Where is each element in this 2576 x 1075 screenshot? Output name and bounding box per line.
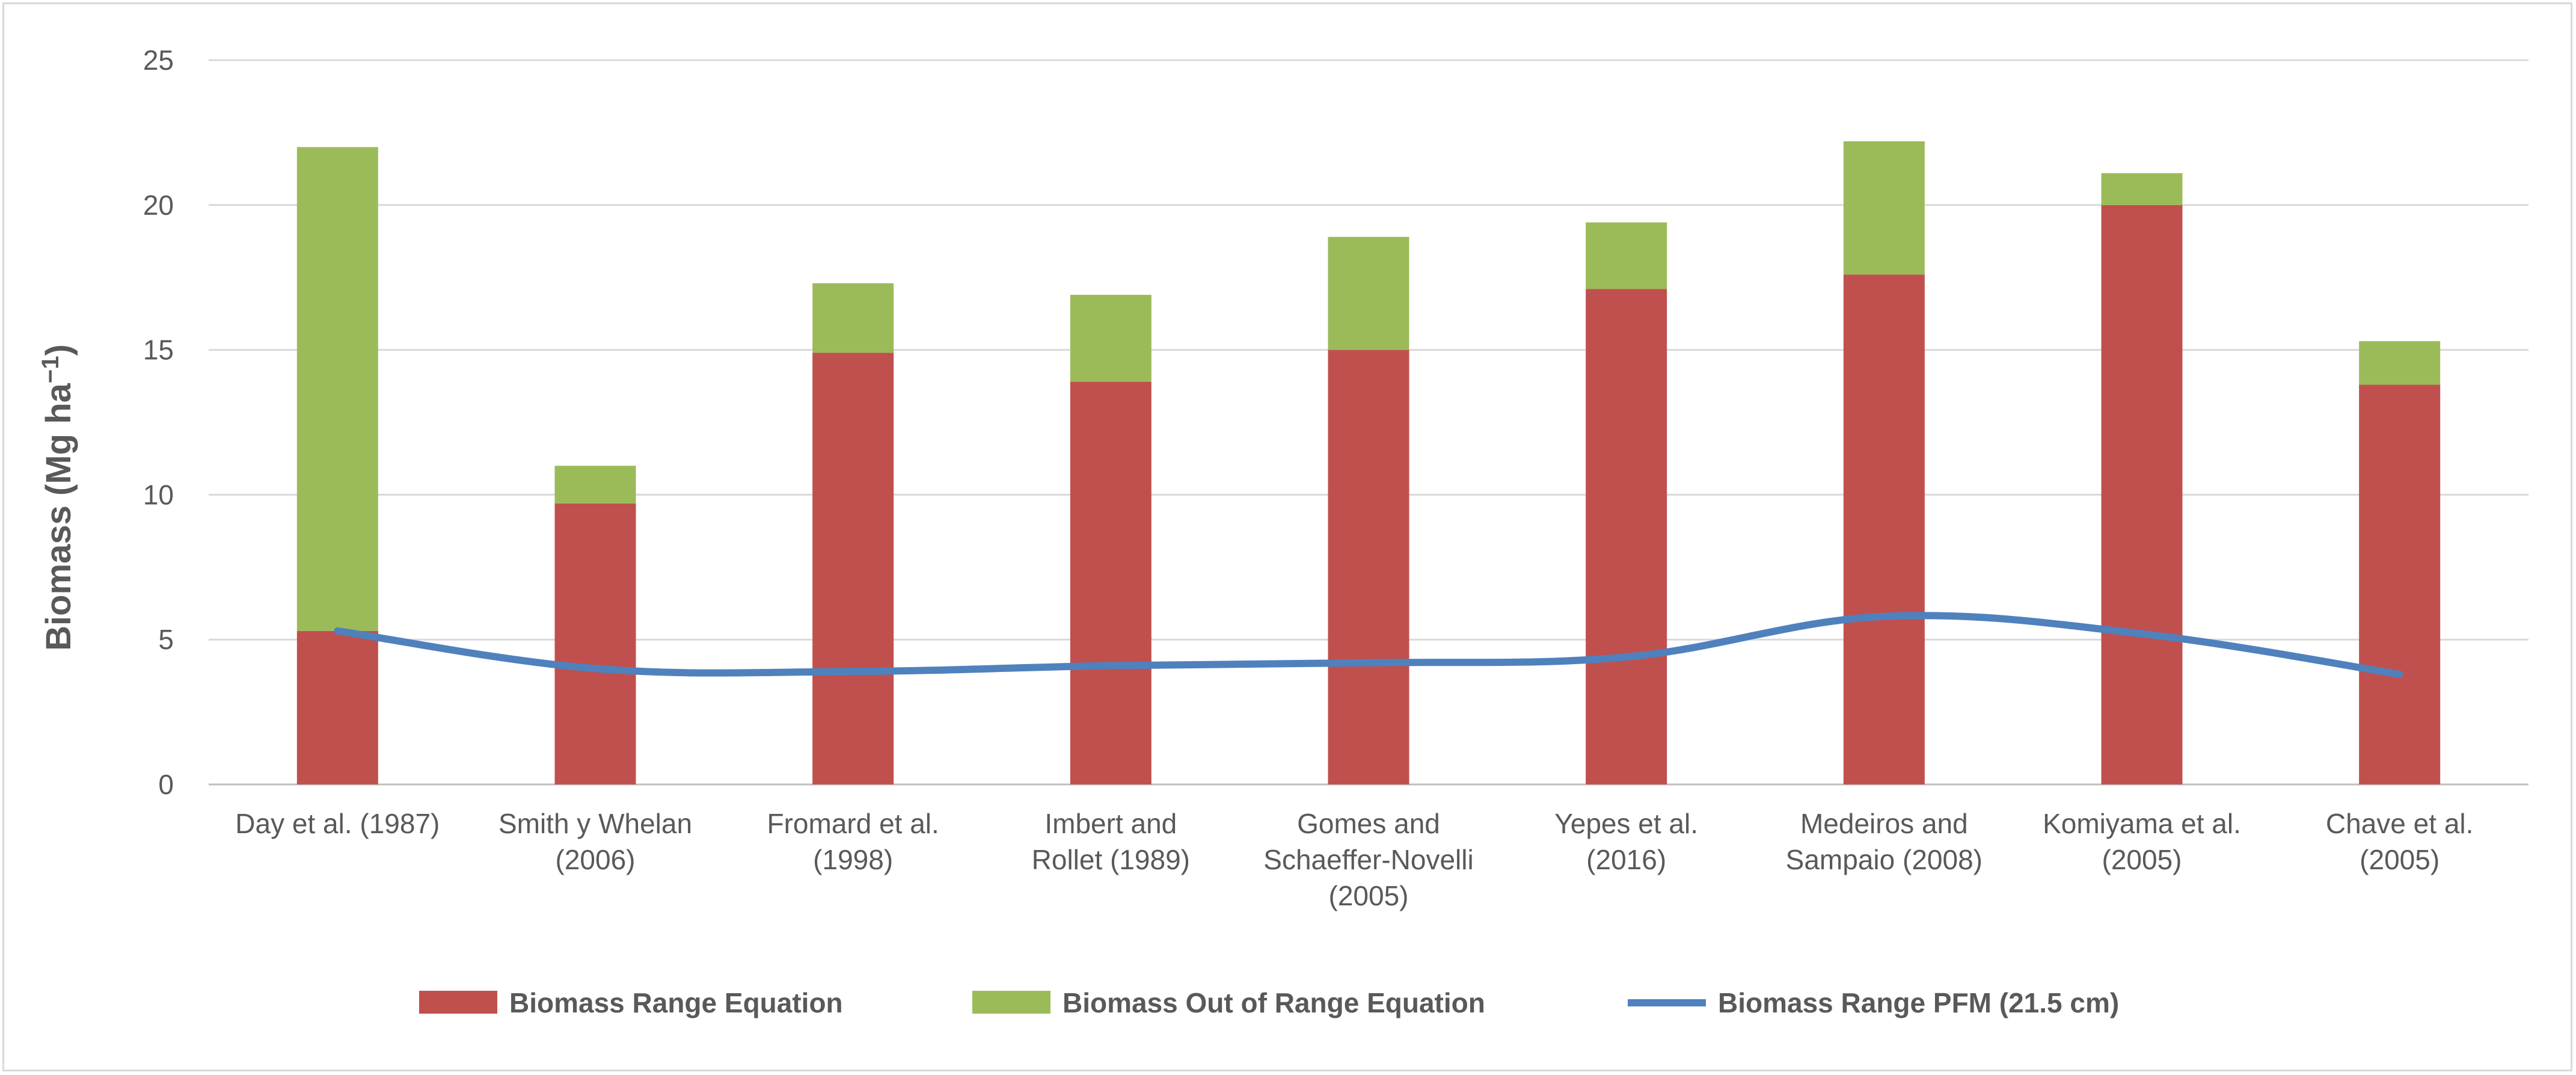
legend-label: Biomass Range Equation bbox=[509, 987, 843, 1018]
bar-out-of-range-equation bbox=[2359, 341, 2441, 385]
pfm-line-series bbox=[334, 612, 2403, 678]
bar-out-of-range-equation bbox=[1328, 236, 1409, 350]
y-tick-label: 25 bbox=[143, 45, 174, 76]
bar-out-of-range-equation bbox=[296, 147, 378, 631]
legend: Biomass Range Equation Biomass Out of Ran… bbox=[419, 987, 2119, 1018]
y-tick-label: 10 bbox=[143, 479, 174, 510]
bar-range-equation bbox=[1843, 274, 1925, 784]
x-category-label: Medeiros and Sampaio (2008) bbox=[1786, 808, 1983, 875]
bar-range-equation bbox=[296, 630, 378, 784]
y-tick-label: 15 bbox=[143, 334, 174, 366]
x-category-label: Komiyama et al. (2005) bbox=[2043, 808, 2241, 875]
y-tick-label: 0 bbox=[158, 769, 174, 800]
biomass-chart: 0 5 10 15 20 25 Day et al. (1987) Smith y Whel… bbox=[37, 45, 2528, 1018]
bar-out-of-range-equation bbox=[1586, 222, 1667, 289]
bar-out-of-range-equation bbox=[812, 283, 894, 353]
x-category-label: Yepes et al. (2016) bbox=[1554, 808, 1698, 875]
x-category-label: Chave et al. (2005) bbox=[2326, 808, 2473, 875]
bar-range-equation bbox=[812, 353, 894, 784]
bar-range-equation bbox=[1328, 350, 1409, 784]
y-tick-label: 5 bbox=[158, 624, 174, 655]
x-category-label: Smith y Whelan (2006) bbox=[498, 808, 692, 875]
y-axis-ticks: 0 5 10 15 20 25 bbox=[143, 45, 174, 800]
legend-label: Biomass Out of Range Equation bbox=[1063, 987, 1485, 1018]
legend-swatch bbox=[972, 991, 1050, 1014]
x-category-label: Gomes and Schaeffer-Novelli (2005) bbox=[1263, 808, 1473, 911]
bar-range-equation bbox=[2359, 384, 2441, 784]
y-tick-label: 20 bbox=[143, 189, 174, 221]
bar-out-of-range-equation bbox=[554, 466, 636, 504]
legend-swatch bbox=[419, 991, 497, 1014]
bar-out-of-range-equation bbox=[2101, 173, 2183, 205]
bar-out-of-range-equation bbox=[1843, 141, 1925, 275]
bar-range-equation bbox=[554, 503, 636, 784]
bar-range-equation bbox=[2101, 205, 2183, 784]
legend-label: Biomass Range PFM (21.5 cm) bbox=[1718, 987, 2119, 1018]
bars bbox=[296, 141, 2441, 784]
y-axis-label: Biomass (Mg ha−1) bbox=[37, 344, 78, 651]
bar-range-equation bbox=[1586, 289, 1667, 784]
x-category-label: Fromard et al. (1998) bbox=[767, 808, 939, 875]
x-category-label: Day et al. (1987) bbox=[235, 808, 440, 839]
x-category-label: Imbert and Rollet (1989) bbox=[1032, 808, 1190, 875]
bar-range-equation bbox=[1070, 381, 1152, 784]
bar-out-of-range-equation bbox=[1070, 295, 1152, 382]
x-axis-categories: Day et al. (1987) Smith y Whelan (2006) Fro… bbox=[235, 808, 2473, 911]
